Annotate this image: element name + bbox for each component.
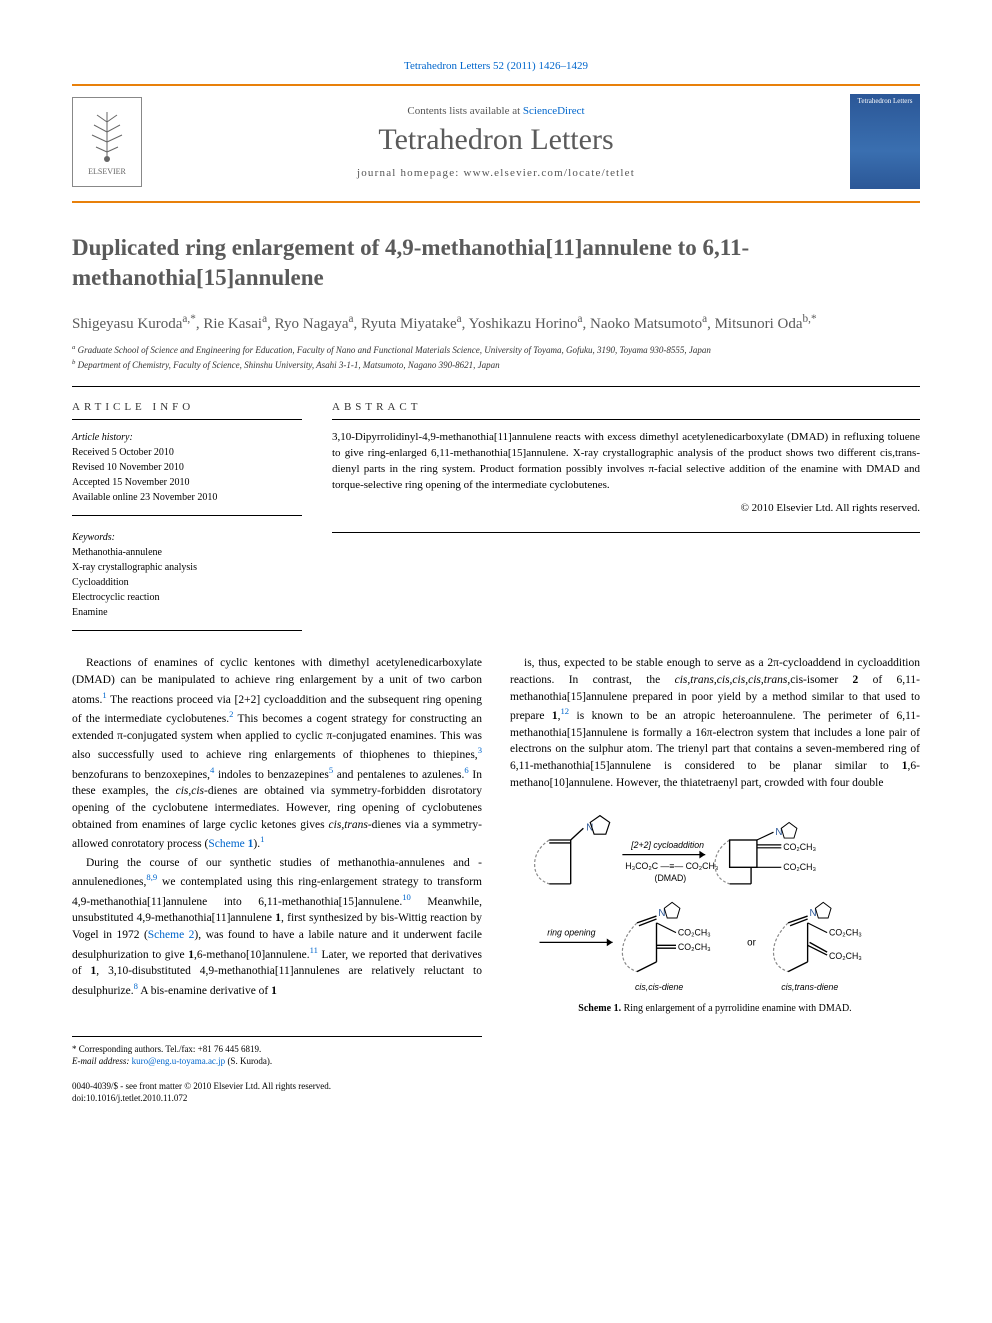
abstract-text: 3,10-Dipyrrolidinyl-4,9-methanothia[11]a… — [332, 430, 920, 494]
body-paragraph: Reactions of enamines of cyclic kentones… — [72, 655, 482, 853]
contents-available: Contents lists available at ScienceDirec… — [154, 105, 838, 117]
keyword-item: Cycloaddition — [72, 575, 302, 590]
journal-title: Tetrahedron Letters — [154, 123, 838, 157]
svg-text:CO₂CH₃: CO₂CH₃ — [783, 842, 816, 852]
starting-material: N — [535, 816, 610, 884]
article-info-column: ARTICLE INFO Article history: Received 5… — [72, 401, 302, 631]
article-info-heading: ARTICLE INFO — [72, 401, 302, 420]
svg-text:ring opening: ring opening — [547, 928, 595, 938]
corresponding-email[interactable]: kuro@eng.u-toyama.ac.jp — [132, 1056, 226, 1066]
svg-text:(DMAD): (DMAD) — [655, 873, 687, 883]
doi: doi:10.1016/j.tetlet.2010.11.072 — [72, 1092, 920, 1105]
keyword-item: Electrocyclic reaction — [72, 590, 302, 605]
svg-text:CO₂CH₃: CO₂CH₃ — [783, 863, 816, 873]
sciencedirect-link[interactable]: ScienceDirect — [523, 105, 585, 117]
cis-cis-diene: N CO₂CH₃ CO₂CH₃ cis,cis-diene — [622, 903, 711, 993]
cyclobutene-intermediate: N CO₂CH₃ CO₂CH₃ — [715, 823, 816, 884]
journal-homepage: journal homepage: www.elsevier.com/locat… — [154, 167, 838, 179]
svg-text:H₃CO₂C —≡— CO₂CH₃: H₃CO₂C —≡— CO₂CH₃ — [625, 862, 719, 872]
corresponding-authors: * Corresponding authors. Tel./fax: +81 7… — [72, 1043, 482, 1056]
journal-cover-thumb: Tetrahedron Letters — [850, 94, 920, 189]
affiliations: a Graduate School of Science and Enginee… — [72, 343, 920, 372]
online-date: Available online 23 November 2010 — [72, 490, 302, 505]
history-label: Article history: — [72, 430, 302, 445]
abstract-column: ABSTRACT 3,10-Dipyrrolidinyl-4,9-methano… — [332, 401, 920, 631]
body-column-left: Reactions of enamines of cyclic kentones… — [72, 655, 482, 1067]
front-matter-footer: 0040-4039/$ - see front matter © 2010 El… — [72, 1080, 920, 1105]
ring-opening-arrow: ring opening — [540, 928, 613, 947]
body-paragraph: is, thus, expected to be stable enough t… — [510, 655, 920, 791]
tree-icon — [82, 107, 132, 167]
reaction-arrow-1: [2+2] cycloaddition H₃CO₂C —≡— CO₂CH₃ (D… — [622, 840, 718, 883]
svg-text:cis,cis-diene: cis,cis-diene — [635, 983, 683, 993]
email-label: E-mail address: — [72, 1056, 129, 1066]
svg-text:CO₂CH₃: CO₂CH₃ — [678, 943, 711, 953]
article-title: Duplicated ring enlargement of 4,9-metha… — [72, 233, 920, 293]
svg-text:CO₂CH₃: CO₂CH₃ — [829, 928, 862, 938]
publisher-name: ELSEVIER — [88, 167, 126, 176]
keyword-item: X-ray crystallographic analysis — [72, 560, 302, 575]
keywords-label: Keywords: — [72, 530, 302, 545]
journal-header: ELSEVIER Contents lists available at Sci… — [72, 84, 920, 203]
scheme-1-figure: N [2+2] cycloaddition H₃CO₂C —≡— CO₂CH₃ … — [510, 801, 920, 996]
svg-text:CO₂CH₃: CO₂CH₃ — [678, 928, 711, 938]
body-paragraph: During the course of our synthetic studi… — [72, 855, 482, 1000]
body-column-right: is, thus, expected to be stable enough t… — [510, 655, 920, 1067]
body-text: Reactions of enamines of cyclic kentones… — [72, 655, 920, 1067]
svg-text:cis,trans-diene: cis,trans-diene — [781, 983, 838, 993]
cycloaddition-label: [2+2] cycloaddition — [630, 840, 704, 850]
abstract-copyright: © 2010 Elsevier Ltd. All rights reserved… — [332, 502, 920, 514]
revised-date: Revised 10 November 2010 — [72, 460, 302, 475]
footnotes: * Corresponding authors. Tel./fax: +81 7… — [72, 1036, 482, 1068]
authors-line: Shigeyasu Kurodaa,*, Rie Kasaia, Ryo Nag… — [72, 311, 920, 336]
cis-trans-diene: N CO₂CH₃ CO₂CH₃ cis,trans-diene — [774, 903, 863, 993]
scheme-1-caption: Scheme 1. Ring enlargement of a pyrrolid… — [510, 1002, 920, 1017]
svg-text:CO₂CH₃: CO₂CH₃ — [829, 951, 862, 961]
issn-copyright: 0040-4039/$ - see front matter © 2010 El… — [72, 1080, 920, 1093]
received-date: Received 5 October 2010 — [72, 445, 302, 460]
abstract-heading: ABSTRACT — [332, 401, 920, 420]
email-attribution: (S. Kuroda). — [227, 1056, 272, 1066]
keyword-item: Enamine — [72, 605, 302, 620]
accepted-date: Accepted 15 November 2010 — [72, 475, 302, 490]
publisher-logo: ELSEVIER — [72, 97, 142, 187]
homepage-url[interactable]: www.elsevier.com/locate/tetlet — [464, 167, 636, 179]
or-label: or — [747, 938, 756, 949]
citation-line: Tetrahedron Letters 52 (2011) 1426–1429 — [72, 60, 920, 72]
keyword-item: Methanothia-annulene — [72, 545, 302, 560]
scheme-1: N [2+2] cycloaddition H₃CO₂C —≡— CO₂CH₃ … — [510, 801, 920, 1017]
